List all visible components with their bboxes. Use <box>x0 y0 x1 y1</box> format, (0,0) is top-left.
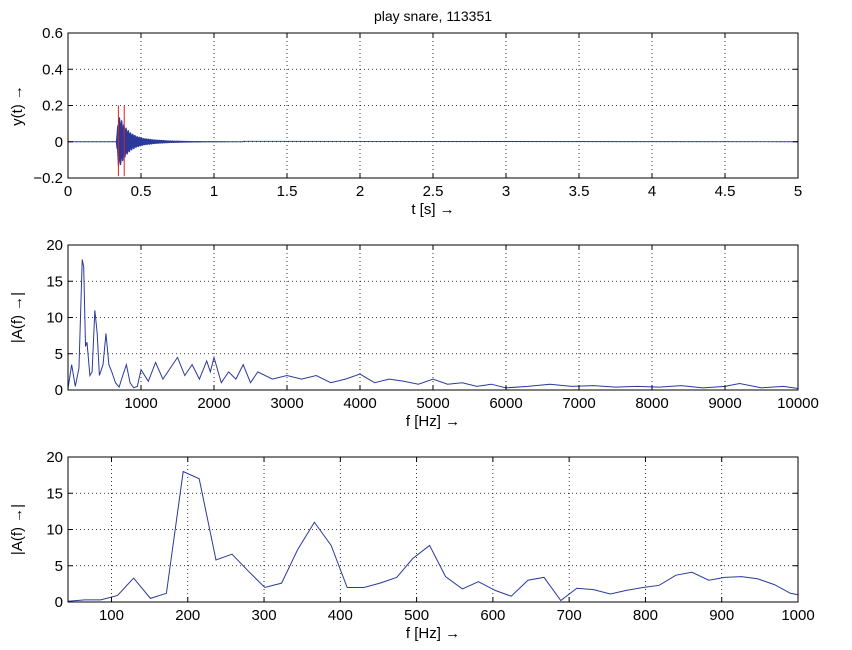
x-tick-label: 0.5 <box>131 183 152 200</box>
y-axis-label: |A(f) →| <box>9 292 26 343</box>
y-tick-label: 10 <box>46 310 63 327</box>
y-tick-label: 0.2 <box>42 98 63 115</box>
x-tick-label: 9000 <box>708 395 741 412</box>
spectrum-plot: 1000 2000 3000 4000 5000 6000 7000 8000 9000 1000… <box>9 237 819 430</box>
x-tick-label: 4000 <box>343 395 376 412</box>
x-tick-label: 7000 <box>562 395 595 412</box>
x-tick-label: 5 <box>794 183 802 200</box>
x-tick-label: 10000 <box>777 395 819 412</box>
x-tick-label: 5000 <box>416 395 449 412</box>
x-tick-label: 0 <box>64 183 72 200</box>
x-tick-label: 900 <box>709 607 734 624</box>
x-tick-label: 1000 <box>124 395 157 412</box>
x-tick-label: 2 <box>356 183 364 200</box>
x-tick-label: 2.5 <box>423 183 444 200</box>
x-tick-label: 600 <box>480 607 505 624</box>
x-tick-label: 100 <box>99 607 124 624</box>
y-tick-label: 10 <box>46 522 63 539</box>
y-tick-label: 20 <box>46 449 63 466</box>
x-tick-label: 3000 <box>270 395 303 412</box>
y-tick-label: 5 <box>55 346 63 363</box>
x-tick-label: 8000 <box>635 395 668 412</box>
y-tick-label: 0 <box>55 134 63 151</box>
y-tick-label: 15 <box>46 485 63 502</box>
y-tick-label: 5 <box>55 558 63 575</box>
waveform-line <box>68 117 799 168</box>
x-axis-label: f [Hz] → <box>406 413 460 430</box>
y-axis-label: y(t) → <box>9 85 26 126</box>
x-tick-label: 4.5 <box>715 183 736 200</box>
y-tick-label: 0 <box>55 594 63 611</box>
x-tick-label: 700 <box>557 607 582 624</box>
x-tick-label: 3 <box>502 183 510 200</box>
spectrum-line <box>67 470 799 602</box>
y-tick-label: 0.6 <box>42 25 63 42</box>
x-tick-label: 200 <box>175 607 200 624</box>
x-tick-label: 4 <box>648 183 656 200</box>
x-tick-label: 1.5 <box>277 183 298 200</box>
y-tick-label: 15 <box>46 273 63 290</box>
y-tick-label: −0.2 <box>33 170 63 187</box>
x-tick-label: 800 <box>633 607 658 624</box>
time-domain-plot: 0 0.5 1 1.5 2 2.5 3 3.5 4 4.5 5−0.200.20.40.6t [s]… <box>9 25 802 218</box>
chart-title: play snare, 113351 <box>374 8 492 24</box>
x-axis-label: t [s] → <box>411 201 454 218</box>
x-axis-label: f [Hz] → <box>406 625 460 642</box>
x-tick-label: 1000 <box>781 607 814 624</box>
x-tick-label: 500 <box>404 607 429 624</box>
spectrum-zoom-plot: 100 200 300 400 500 600 700 800 900 1000 0 5 10 15 20 f… <box>9 449 815 642</box>
y-axis-label: |A(f) →| <box>9 504 26 555</box>
x-tick-label: 300 <box>252 607 277 624</box>
x-tick-label: 1 <box>210 183 218 200</box>
x-tick-label: 3.5 <box>569 183 590 200</box>
x-tick-label: 2000 <box>197 395 230 412</box>
spectrum-line <box>67 259 799 390</box>
x-tick-label: 400 <box>328 607 353 624</box>
x-tick-label: 6000 <box>489 395 522 412</box>
y-tick-label: 0.4 <box>42 61 63 78</box>
y-tick-label: 0 <box>55 382 63 399</box>
y-tick-label: 20 <box>46 237 63 254</box>
